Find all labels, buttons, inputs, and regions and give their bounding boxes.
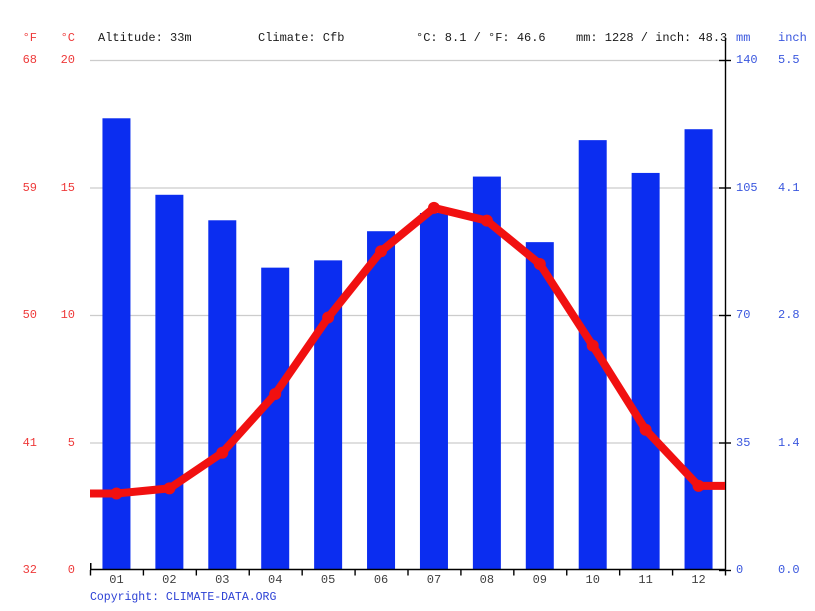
precipitation-bar [631, 172, 660, 570]
inch-tick-label: 0.0 [778, 563, 800, 577]
precipitation-bar [102, 118, 131, 571]
fahrenheit-tick-label: 68 [22, 53, 37, 67]
celsius-tick-label: 15 [60, 180, 75, 195]
copyright-label: Copyright: [90, 591, 160, 604]
precipitation-bar [419, 213, 448, 570]
temperature-point [269, 388, 282, 401]
temperature-point [163, 482, 176, 495]
month-label: 03 [215, 573, 230, 587]
month-label: 08 [479, 573, 495, 587]
temperature-point [639, 423, 652, 436]
inch-tick-label: 5.5 [778, 53, 800, 67]
precipitation-bar [367, 231, 396, 570]
header-unit-c: °C [60, 31, 75, 45]
fahrenheit-tick-label: 32 [22, 563, 37, 577]
header-unit-f: °F [22, 31, 37, 45]
temperature-line [90, 203, 725, 498]
precipitation-bar [472, 176, 501, 571]
month-label: 10 [585, 573, 600, 587]
mm-tick-label: 70 [736, 308, 751, 322]
copyright: Copyright: CLIMATE-DATA.ORG [90, 590, 276, 605]
month-label: 07 [426, 573, 442, 587]
inch-tick-label: 1.4 [778, 435, 800, 450]
temperature-point [216, 446, 229, 459]
precipitation-bar [261, 267, 290, 570]
celsius-tick-label: 0 [67, 563, 75, 577]
mm-tick-label: 140 [736, 53, 758, 67]
month-label: 09 [532, 573, 547, 587]
precipitation-bar [208, 220, 237, 571]
altitude-label: Altitude: 33m [98, 31, 192, 45]
temperature-point [533, 258, 546, 270]
fahrenheit-tick-label: 41 [22, 435, 37, 450]
temperature-point [427, 201, 440, 214]
celsius-tick-label: 10 [60, 308, 75, 322]
mm-tick-label: 0 [736, 563, 744, 577]
precipitation-bar [684, 129, 713, 570]
month-label: 04 [268, 573, 283, 587]
month-label: 11 [638, 573, 653, 587]
inch-tick-label: 4.1 [778, 180, 800, 195]
month-label: 02 [162, 573, 177, 587]
precipitation-bar [155, 194, 184, 571]
celsius-tick-label: 5 [67, 435, 75, 450]
annual-precip-label: mm: 1228 / inch: 48.3 [576, 31, 728, 45]
header-unit-mm: mm [736, 31, 751, 45]
temperature-point [586, 339, 599, 352]
month-label: 12 [691, 573, 706, 587]
month-label: 01 [109, 573, 124, 587]
celsius-tick-label: 20 [60, 53, 75, 67]
month-label: 05 [320, 573, 336, 587]
temperature-point [692, 479, 705, 492]
fahrenheit-tick-label: 50 [22, 308, 37, 322]
temperature-point [110, 487, 123, 500]
climate-class-label: Climate: Cfb [258, 31, 345, 45]
copyright-link[interactable]: CLIMATE-DATA.ORG [165, 591, 277, 604]
fahrenheit-tick-label: 59 [22, 180, 37, 195]
header-unit-inch: inch [778, 31, 807, 45]
temperature-point [322, 311, 335, 324]
climate-plot-svg [89, 38, 731, 576]
inch-tick-label: 2.8 [778, 308, 800, 322]
plot-area [89, 38, 731, 576]
mean-temperature-label: °C: 8.1 / °F: 46.6 [416, 31, 546, 45]
temperature-point [375, 245, 388, 258]
precipitation-bar [525, 242, 554, 570]
mm-tick-label: 105 [736, 180, 758, 195]
month-label: 06 [373, 573, 389, 587]
temperature-point [480, 214, 493, 227]
mm-tick-label: 35 [736, 435, 751, 450]
